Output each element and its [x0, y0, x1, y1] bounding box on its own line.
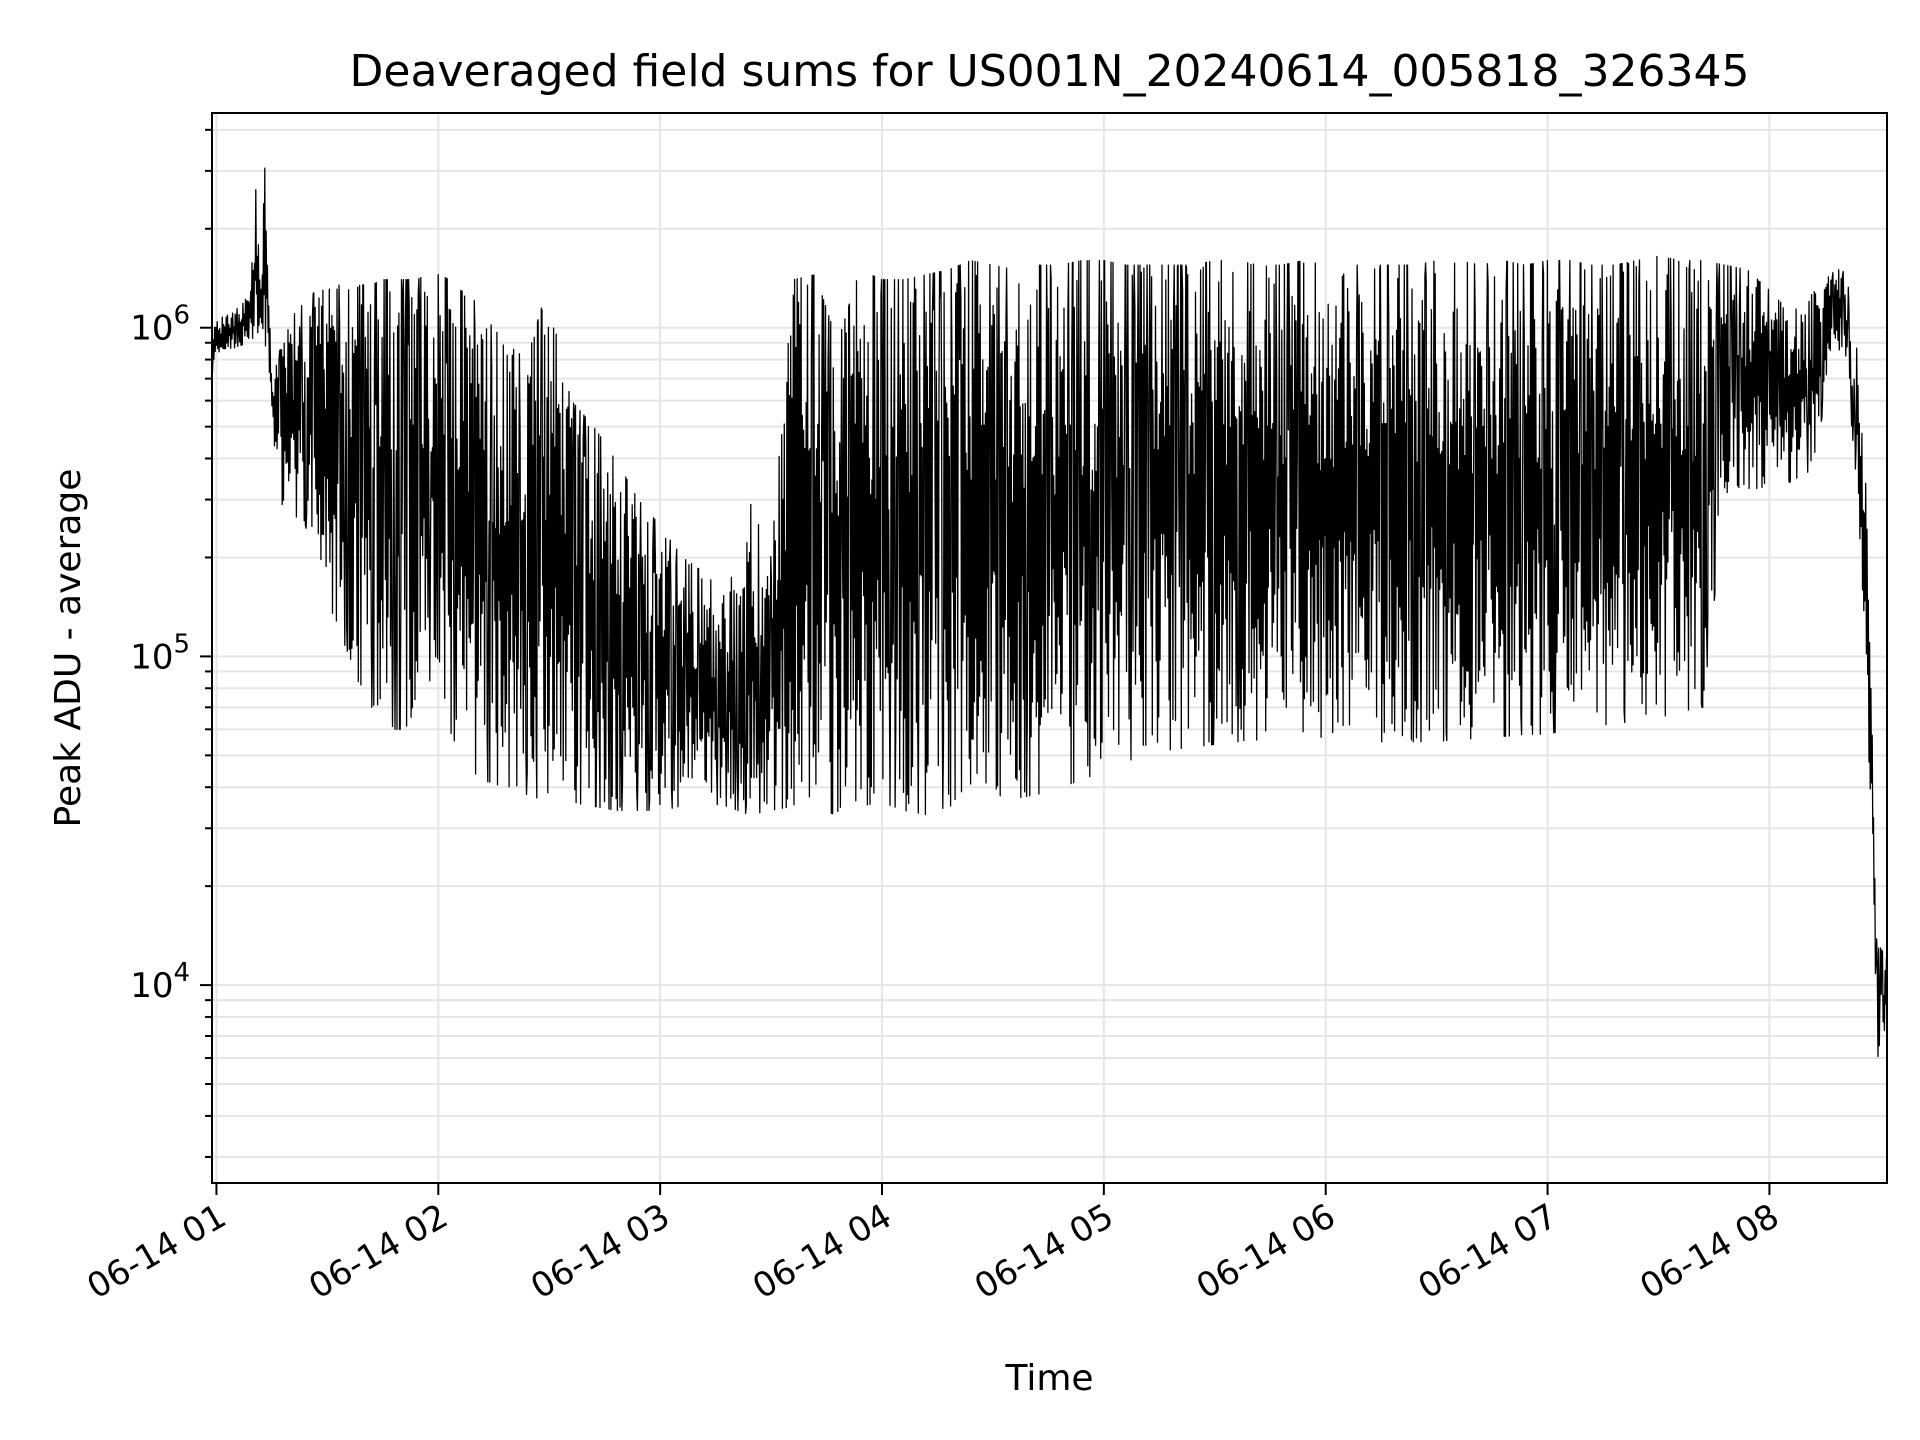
- y-tick-label: 106: [130, 301, 190, 349]
- chart-title: Deaveraged field sums for US001N_2024061…: [350, 46, 1750, 97]
- series-line: [211, 167, 1888, 1058]
- x-axis-label: Time: [1004, 1358, 1093, 1399]
- y-tick-label: 105: [130, 629, 190, 677]
- data-series: [211, 167, 1888, 1058]
- y-tick-label: 104: [130, 958, 190, 1006]
- y-axis-label: Peak ADU - average: [48, 469, 89, 828]
- plot-frame: [211, 112, 1888, 1184]
